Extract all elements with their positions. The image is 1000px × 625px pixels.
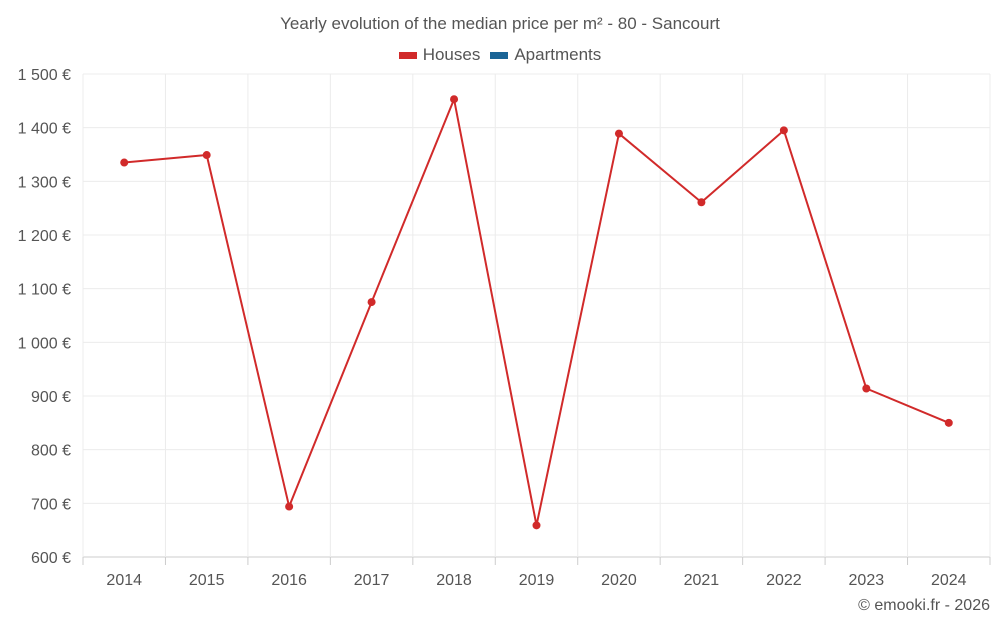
x-tick-label: 2023 [849, 572, 885, 589]
x-tick-label: 2019 [519, 572, 555, 589]
x-tick-label: 2021 [684, 572, 720, 589]
x-tick-label: 2020 [601, 572, 637, 589]
y-tick-label: 1 300 € [18, 174, 71, 191]
chart-title: Yearly evolution of the median price per… [280, 14, 720, 33]
legend-label-houses: Houses [422, 45, 481, 64]
data-point-houses-2021 [697, 198, 706, 207]
y-tick-label: 1 100 € [18, 282, 71, 299]
y-tick-label: 1 500 € [18, 67, 71, 84]
chart-legend: Houses Apartments [0, 45, 1000, 65]
x-tick-label: 2015 [189, 572, 225, 589]
y-tick-label: 900 € [31, 389, 71, 406]
data-point-houses-2023 [862, 384, 871, 393]
data-point-houses-2019 [532, 521, 541, 530]
credit-text: © emooki.fr - 2026 [858, 597, 990, 614]
data-point-houses-2014 [120, 158, 129, 167]
x-tick-label: 2024 [931, 572, 967, 589]
y-tick-label: 700 € [31, 496, 71, 513]
y-tick-label: 600 € [31, 550, 71, 567]
y-tick-label: 1 400 € [18, 121, 71, 138]
x-tick-label: 2016 [271, 572, 307, 589]
x-tick-label: 2018 [436, 572, 472, 589]
x-tick-label: 2022 [766, 572, 802, 589]
y-tick-label: 1 000 € [18, 335, 71, 352]
data-point-houses-2017 [367, 298, 376, 307]
legend-swatch-houses [398, 51, 417, 59]
y-tick-label: 800 € [31, 443, 71, 460]
data-point-houses-2024 [944, 418, 953, 427]
data-point-houses-2022 [779, 126, 788, 135]
x-tick-label: 2017 [354, 572, 390, 589]
data-point-houses-2020 [614, 129, 623, 138]
y-tick-label: 1 200 € [18, 228, 71, 245]
data-point-houses-2016 [285, 502, 294, 511]
data-point-houses-2015 [202, 151, 211, 160]
legend-swatch-apartments [490, 51, 509, 59]
legend-item-houses[interactable]: Houses [398, 45, 481, 65]
legend-item-apartments[interactable]: Apartments [490, 45, 601, 65]
data-point-houses-2018 [450, 95, 459, 104]
legend-label-apartments: Apartments [514, 45, 602, 64]
x-tick-label: 2014 [106, 572, 142, 589]
